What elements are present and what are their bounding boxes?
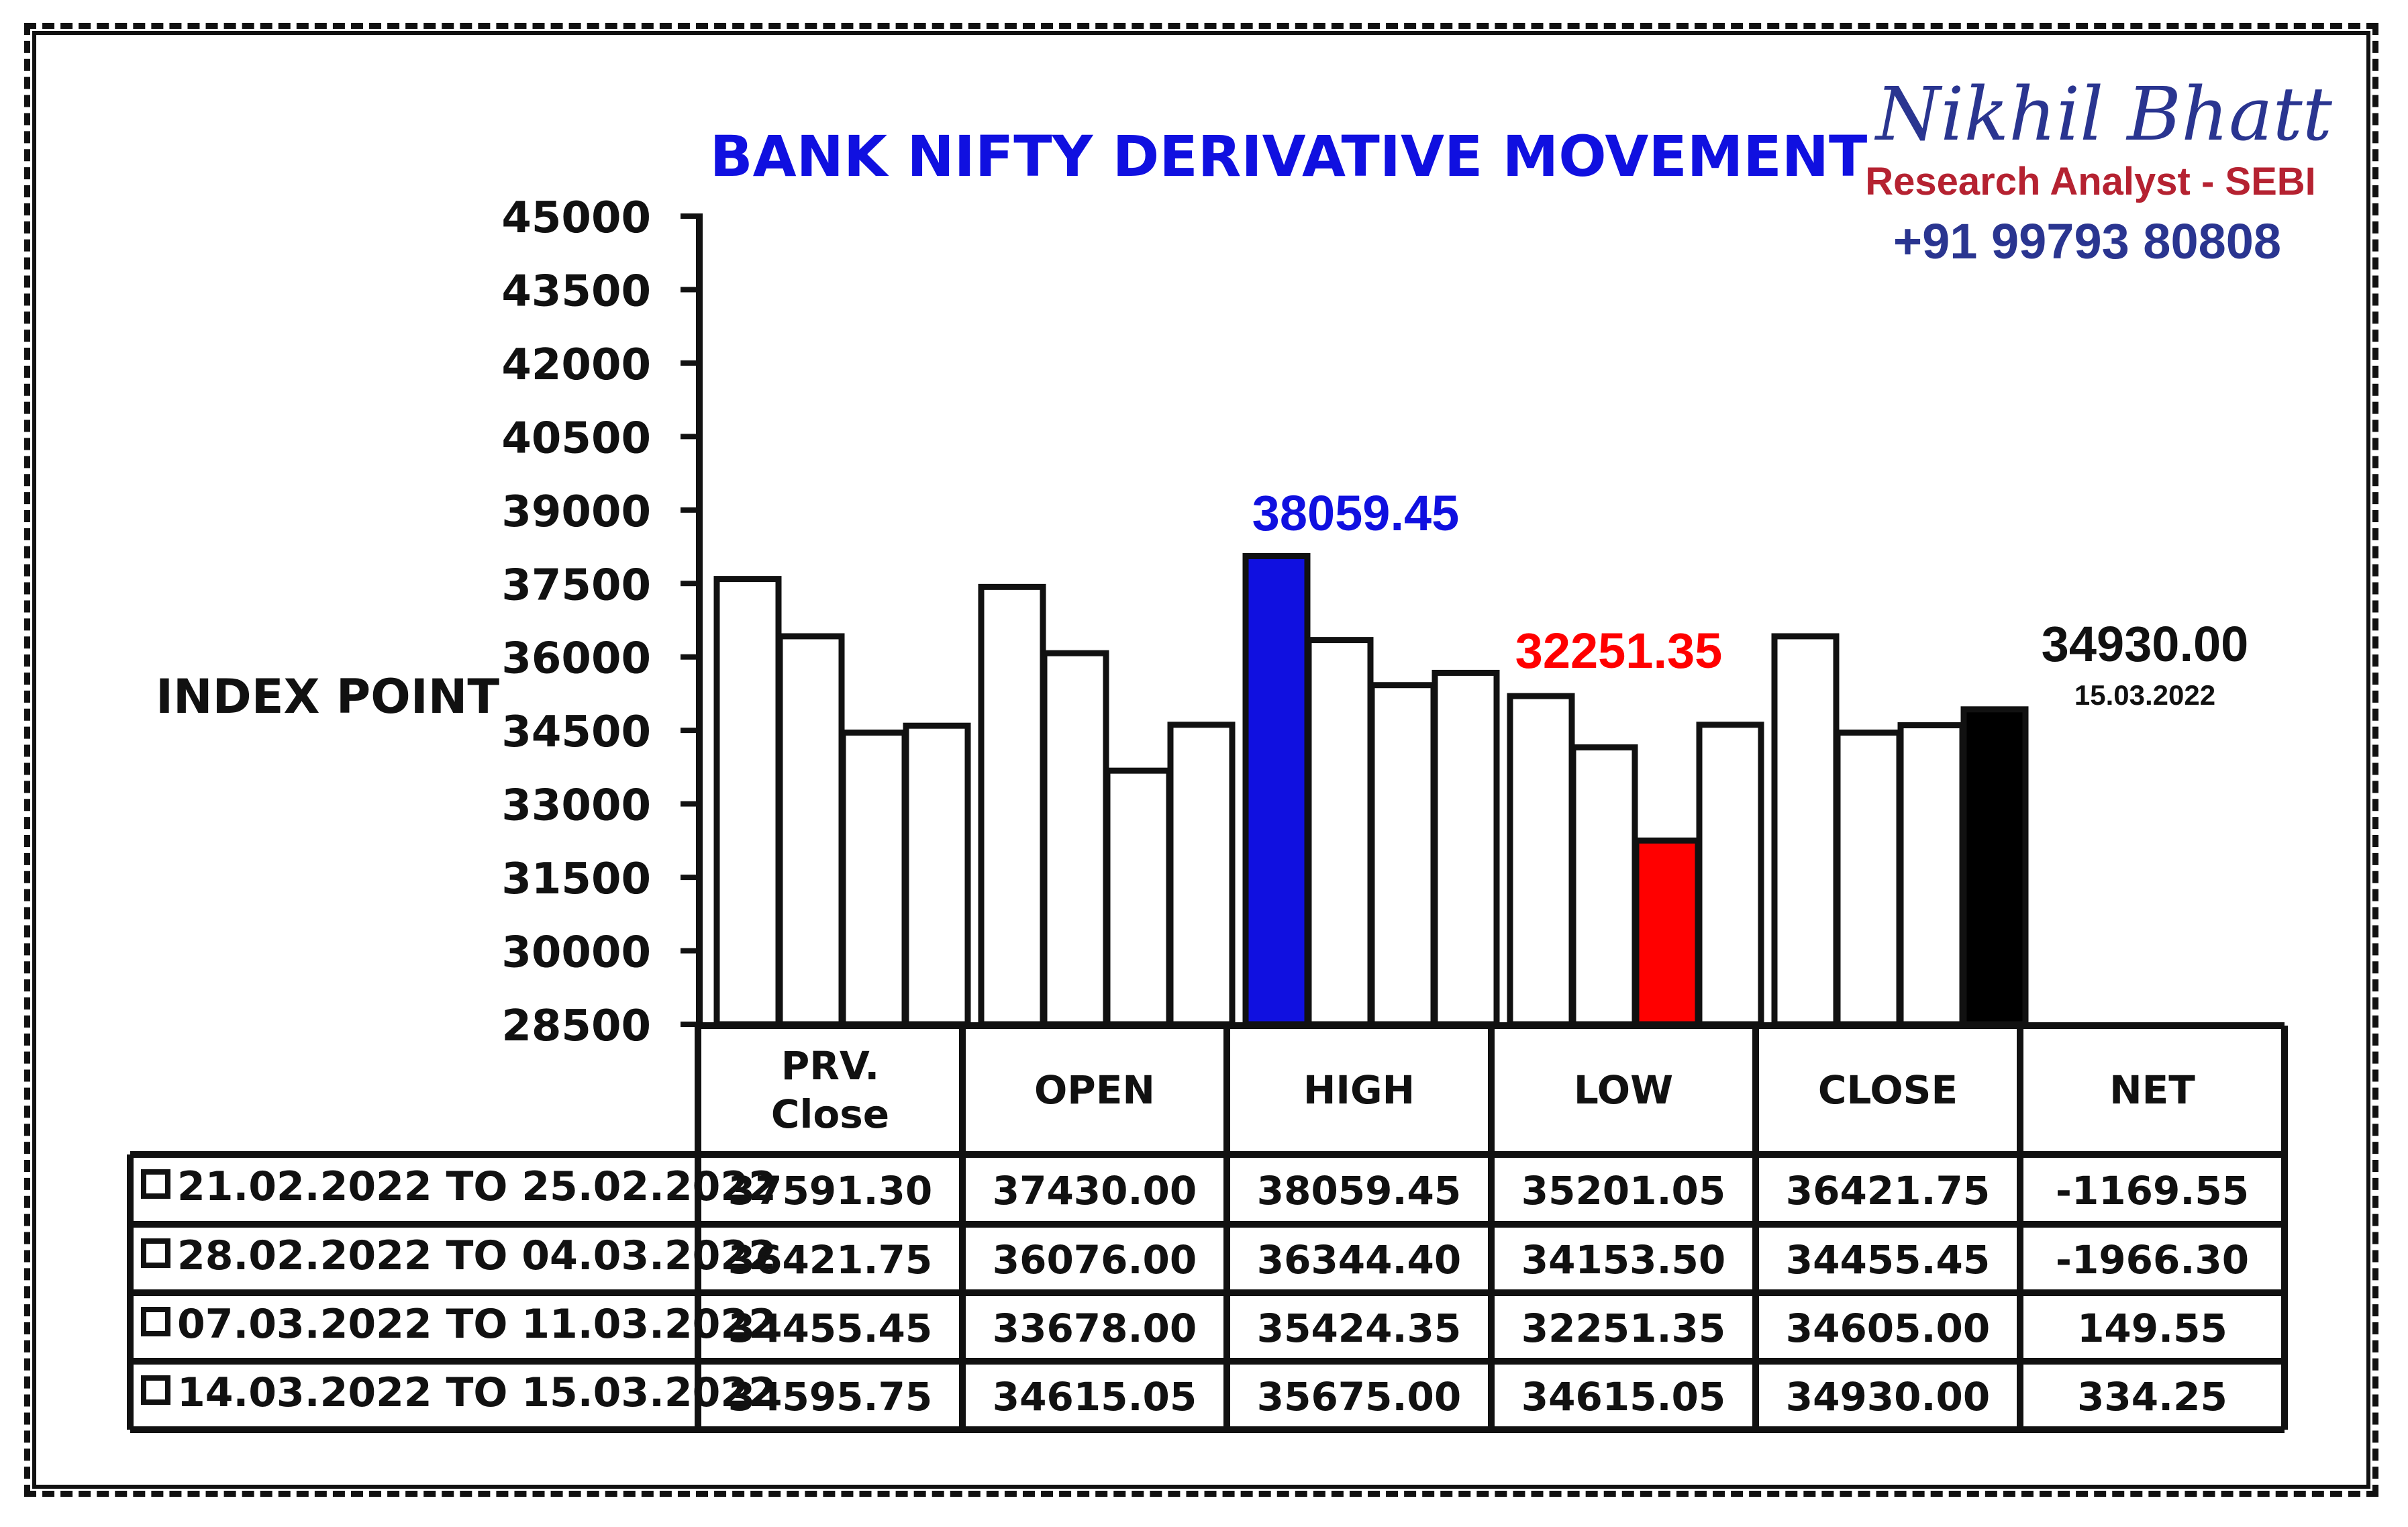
last-value-label: 34930.00 <box>2042 616 2249 672</box>
table-cell: 35201.05 <box>1521 1168 1726 1214</box>
bar-open-s3 <box>1104 767 1172 1028</box>
table-cell: 35675.00 <box>1257 1374 1462 1420</box>
table-cell: -1169.55 <box>2056 1168 2249 1214</box>
table-header: CLOSE <box>1818 1067 1958 1113</box>
table-cell: 34153.50 <box>1521 1237 1726 1283</box>
y-tick-label: 39000 <box>501 487 651 537</box>
bar-open-s1 <box>978 583 1046 1028</box>
bar-prvclose-s2 <box>776 633 845 1028</box>
bar-close-s3 <box>1897 722 1966 1028</box>
table-cell: 34455.45 <box>1786 1237 1991 1283</box>
highlight-labels: 38059.45 32251.35 34930.00 15.03.2022 <box>1252 485 2249 711</box>
table-header: NET <box>2109 1067 2195 1113</box>
bar-prvclose-s4 <box>903 722 971 1028</box>
table-cell: 34930.00 <box>1786 1374 1991 1420</box>
bar-prvclose-s1 <box>713 576 782 1028</box>
row-label: 21.02.2022 TO 25.02.2022 <box>177 1163 776 1210</box>
table-cell: 34615.05 <box>1521 1374 1726 1420</box>
outer-dashed-frame <box>24 23 2378 1497</box>
bar-close-s1 <box>1771 633 1840 1028</box>
y-axis-label: INDEX POINT <box>156 669 499 724</box>
table-cell: 37430.00 <box>993 1168 1197 1214</box>
bar-high-s2 <box>1305 637 1374 1028</box>
brand-subtitle: Research Analyst - SEBI <box>1865 160 2316 203</box>
y-tick-label: 36000 <box>501 634 651 684</box>
y-tick-label: 33000 <box>501 781 651 831</box>
y-tick-label: 37500 <box>501 560 651 610</box>
table-cell: 37591.30 <box>728 1168 933 1214</box>
y-tick-label: 42000 <box>501 340 651 390</box>
table-cell: 34455.45 <box>728 1306 933 1351</box>
row-label: 14.03.2022 TO 15.03.2022 <box>177 1369 776 1416</box>
y-tick-label: 28500 <box>501 1001 651 1051</box>
table-cell: 34595.75 <box>728 1374 933 1420</box>
bar-low-s2 <box>1570 744 1638 1028</box>
table-cell: 36421.75 <box>1786 1168 1991 1214</box>
brand-block: Nikhil Bhatt Research Analyst - SEBI +91… <box>1865 71 2333 269</box>
table-cell: -1966.30 <box>2056 1237 2249 1283</box>
table-header: LOW <box>1574 1067 1673 1113</box>
bar-low-s1 <box>1507 693 1575 1028</box>
low-value-label: 32251.35 <box>1515 623 1723 679</box>
bar-close-s4 <box>1960 706 2029 1028</box>
data-table: PRV.Close OPEN HIGH LOW CLOSE NET 21.02.2022 T… <box>127 1022 2288 1433</box>
table-cell: 34605.00 <box>1786 1306 1991 1351</box>
y-axis-ticks: 45000 43500 42000 40500 39000 37500 36000 34500… <box>501 193 699 1051</box>
last-date-label: 15.03.2022 <box>2074 679 2215 711</box>
table-header: Close <box>771 1091 889 1137</box>
bar-prvclose-s3 <box>840 729 908 1028</box>
brand-name: Nikhil Bhatt <box>1874 71 2333 157</box>
table-cell: 334.25 <box>2077 1374 2227 1420</box>
y-tick-label: 40500 <box>501 413 651 463</box>
table-cell: 36421.75 <box>728 1237 933 1283</box>
table-cell: 34615.05 <box>993 1374 1197 1420</box>
y-tick-label: 30000 <box>501 928 651 978</box>
high-value-label: 38059.45 <box>1252 485 1460 541</box>
legend-marker-icon <box>141 1307 170 1336</box>
bar-open-s4 <box>1167 722 1236 1028</box>
table-cell: 149.55 <box>2077 1306 2227 1351</box>
table-cell: 36076.00 <box>993 1237 1197 1283</box>
bar-low-s3 <box>1633 837 1701 1028</box>
bar-high-s1 <box>1242 552 1311 1028</box>
row-label: 07.03.2022 TO 11.03.2022 <box>177 1301 776 1348</box>
y-tick-label: 34500 <box>501 707 651 757</box>
row-label: 28.02.2022 TO 04.03.2022 <box>177 1232 776 1279</box>
table-cell: 36344.40 <box>1257 1237 1462 1283</box>
table-cell: 32251.35 <box>1521 1306 1726 1351</box>
bar-low-s4 <box>1696 722 1764 1028</box>
bars <box>713 552 2029 1028</box>
legend-marker-icon <box>141 1238 170 1268</box>
bar-high-s4 <box>1432 669 1500 1028</box>
bar-close-s2 <box>1834 729 1903 1028</box>
table-header: PRV. <box>781 1043 880 1089</box>
y-tick-label: 31500 <box>501 854 651 904</box>
inner-frame <box>32 31 2370 1489</box>
brand-phone: +91 99793 80808 <box>1893 213 2281 269</box>
table-cell: 38059.45 <box>1257 1168 1462 1214</box>
bar-open-s2 <box>1041 650 1109 1028</box>
table-header: OPEN <box>1034 1067 1155 1113</box>
legend-marker-icon <box>141 1169 170 1199</box>
y-tick-label: 45000 <box>501 193 651 243</box>
chart-title: BANK NIFTY DERIVATIVE MOVEMENT <box>710 124 1868 189</box>
table-header: HIGH <box>1303 1067 1415 1113</box>
legend-marker-icon <box>141 1375 170 1405</box>
y-tick-label: 43500 <box>501 266 651 316</box>
table-cell: 35424.35 <box>1257 1306 1462 1351</box>
bar-high-s3 <box>1368 682 1437 1028</box>
table-cell: 33678.00 <box>993 1306 1197 1351</box>
